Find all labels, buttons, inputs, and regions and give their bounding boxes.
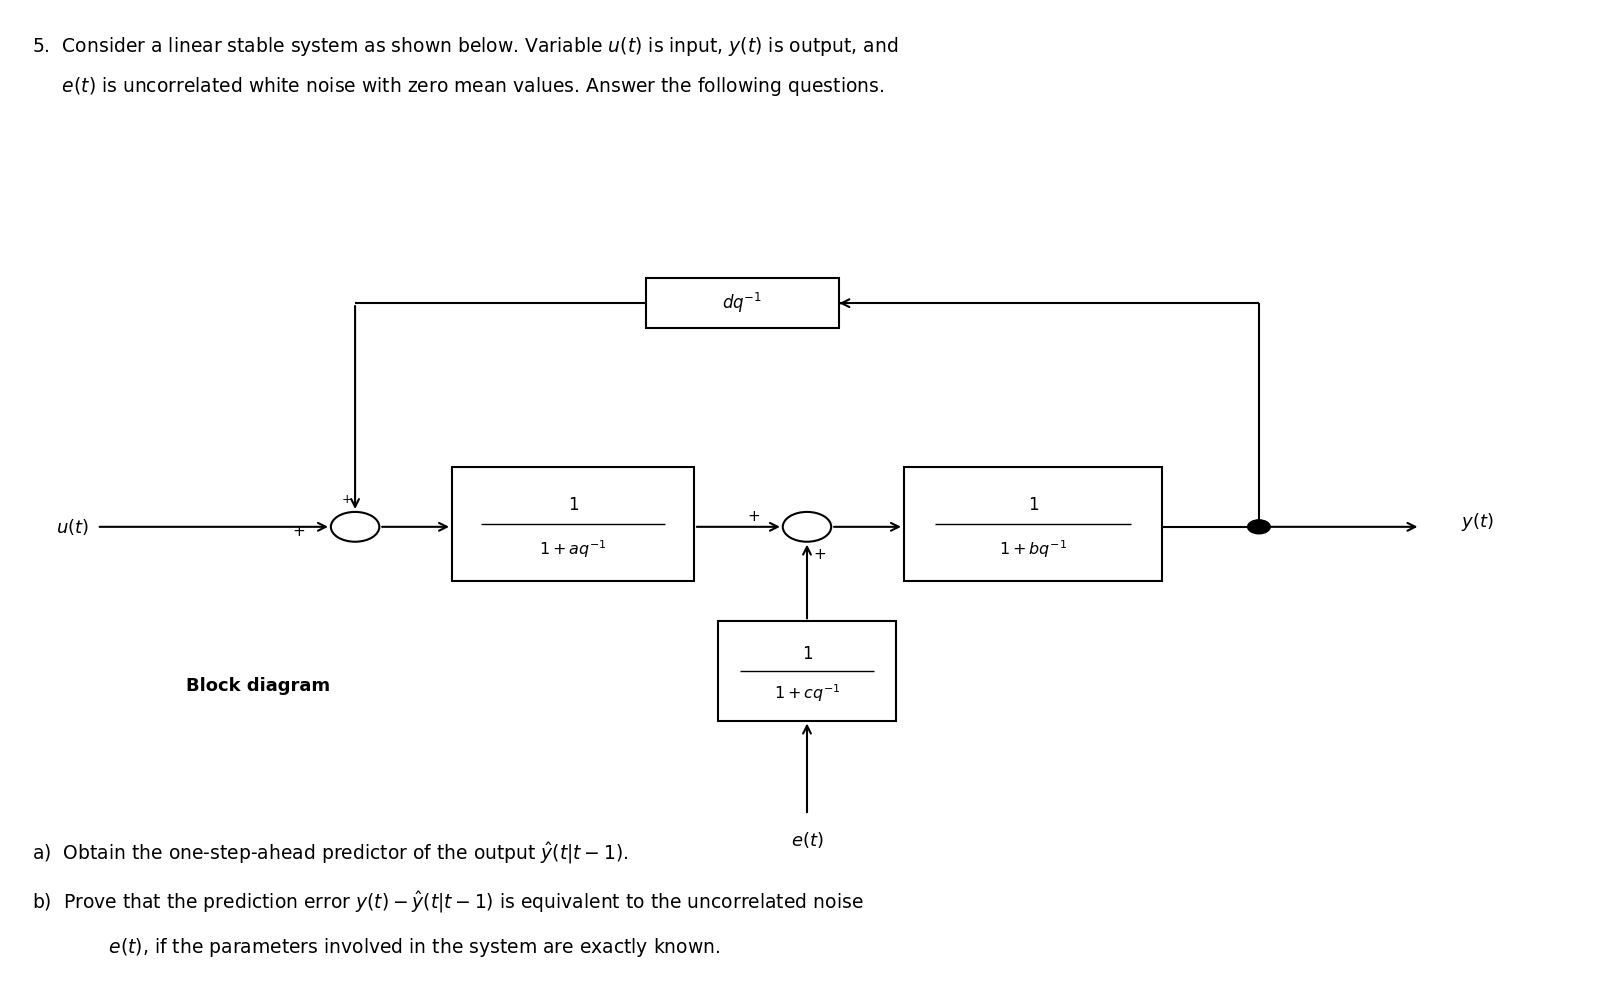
Text: +: + — [292, 524, 305, 540]
Text: $e(t)$: $e(t)$ — [791, 830, 823, 850]
Text: b)  Prove that the prediction error $y(t) - \hat{y}(t|t-1)$ is equivalent to the: b) Prove that the prediction error $y(t)… — [32, 890, 863, 915]
Text: 1: 1 — [568, 496, 578, 514]
Text: $1+cq^{-1}$: $1+cq^{-1}$ — [773, 682, 841, 704]
Bar — [452, 467, 694, 581]
Text: $dq^{-1}$: $dq^{-1}$ — [723, 291, 762, 315]
Text: a)  Obtain the one-step-ahead predictor of the output $\hat{y}(t|t-1)$.: a) Obtain the one-step-ahead predictor o… — [32, 840, 629, 866]
Text: +: + — [813, 547, 826, 563]
Text: $e(t)$ is uncorrelated white noise with zero mean values. Answer the following q: $e(t)$ is uncorrelated white noise with … — [32, 75, 884, 97]
Text: $u(t)$: $u(t)$ — [56, 517, 89, 537]
Text: Block diagram: Block diagram — [186, 677, 331, 695]
Bar — [718, 621, 896, 721]
Text: +: + — [747, 509, 760, 525]
Circle shape — [1248, 520, 1270, 534]
Text: 1: 1 — [802, 645, 812, 663]
Bar — [646, 278, 839, 328]
Text: $1+bq^{-1}$: $1+bq^{-1}$ — [999, 539, 1067, 561]
Text: 5.  Consider a linear stable system as shown below. Variable $u(t)$ is input, $y: 5. Consider a linear stable system as sh… — [32, 35, 899, 58]
Text: 1: 1 — [1028, 496, 1038, 514]
Text: $1+aq^{-1}$: $1+aq^{-1}$ — [539, 539, 607, 561]
Text: $e(t)$, if the parameters involved in the system are exactly known.: $e(t)$, if the parameters involved in th… — [73, 936, 720, 959]
Text: $y(t)$: $y(t)$ — [1461, 511, 1493, 533]
Text: +: + — [342, 493, 352, 507]
Bar — [904, 467, 1162, 581]
